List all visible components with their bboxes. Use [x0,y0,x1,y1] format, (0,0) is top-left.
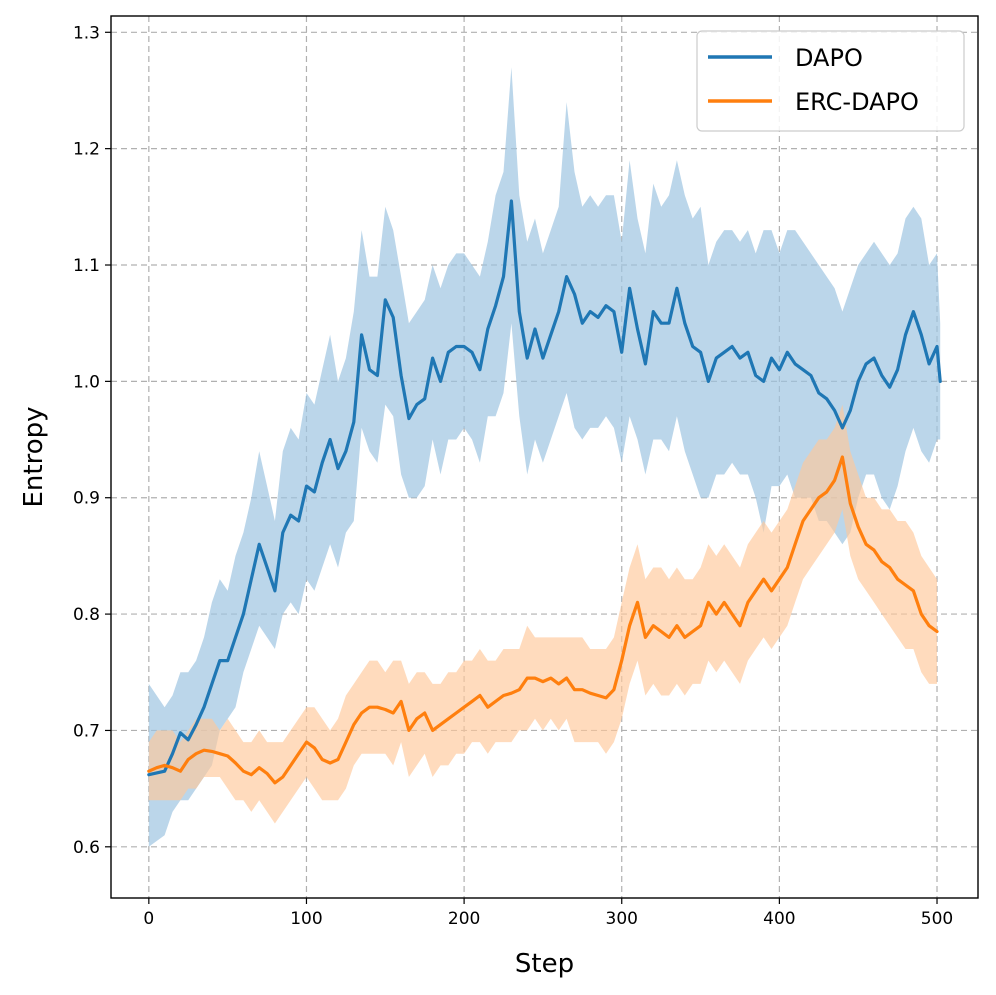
series-line-dapo [147,199,942,777]
x-tick-label: 100 [290,909,322,929]
y-tick-label: 0.6 [73,838,100,858]
legend-label-erc-dapo: ERC-DAPO [795,88,919,116]
x-tick-label: 0 [143,909,154,929]
band-dapo [148,67,941,847]
y-tick-label: 1.2 [73,140,100,160]
axis-ticks: 0 100 200 300 400 500 0.6 0.7 0.8 0.9 1.0 1.1 1.2 1.3 [73,23,953,929]
band-erc-dapo [148,404,938,824]
legend: DAPO ERC-DAPO [696,30,965,132]
x-tick-label: 200 [448,909,480,929]
y-tick-label: 1.0 [73,372,100,392]
series-lines [147,199,942,785]
y-tick-label: 0.7 [73,721,100,741]
y-axis-label: Entropy [19,406,49,507]
plot-area-frame [110,15,979,899]
y-tick-label: 0.8 [73,605,100,625]
y-tick-label: 1.3 [73,23,100,43]
series-line-erc-dapo [147,455,939,785]
x-tick-label: 500 [921,909,953,929]
legend-label-dapo: DAPO [795,44,863,72]
x-tick-label: 400 [763,909,795,929]
confidence-bands [148,67,941,847]
y-tick-label: 1.1 [73,256,100,276]
x-tick-label: 300 [606,909,638,929]
x-axis-label: Step [515,949,574,979]
y-tick-label: 0.9 [73,489,100,509]
